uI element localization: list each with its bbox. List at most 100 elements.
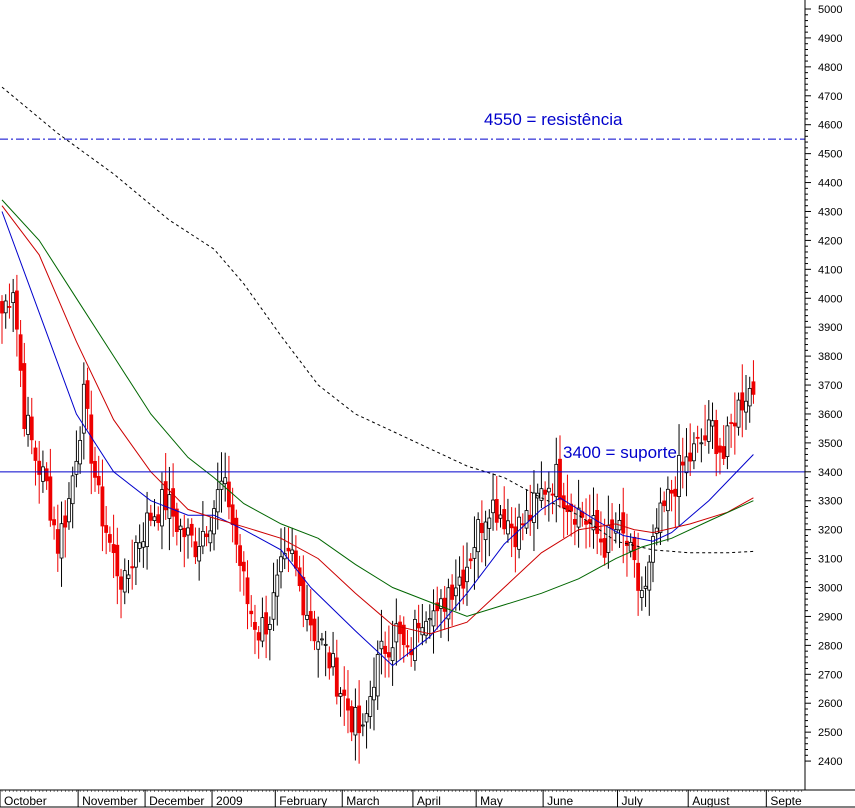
x-month-label: July <box>622 794 643 808</box>
candle <box>63 500 68 558</box>
y-tick-label: 3800 <box>818 351 842 363</box>
candle <box>96 455 101 494</box>
candle <box>468 552 473 570</box>
candle <box>401 616 406 663</box>
candle-body <box>427 618 432 621</box>
x-month-label: November <box>82 794 137 808</box>
candle <box>126 559 131 594</box>
candle-body <box>308 611 313 626</box>
candle <box>427 604 432 639</box>
y-tick-label: 4100 <box>818 264 842 276</box>
candle-body <box>606 525 611 553</box>
candle <box>200 501 205 555</box>
candle <box>509 507 514 558</box>
candle-body <box>520 523 525 526</box>
series-line-3 <box>1 86 754 554</box>
candle-body <box>208 530 213 544</box>
candle <box>189 518 194 548</box>
candle-body <box>747 388 752 407</box>
candle-body <box>346 698 350 711</box>
y-tick-label: 3600 <box>818 409 842 421</box>
candle-body <box>230 504 235 525</box>
candle-body <box>394 623 399 643</box>
candle-body <box>732 422 737 427</box>
candle-body <box>665 488 670 512</box>
y-tick-label: 4600 <box>818 120 842 132</box>
candle <box>260 597 265 648</box>
candle-body <box>0 301 4 314</box>
candle-body <box>241 561 246 572</box>
candle <box>721 425 726 466</box>
candle <box>360 713 365 737</box>
candle <box>241 551 246 596</box>
candle-body <box>602 538 607 558</box>
candle-body <box>636 562 641 591</box>
candle <box>643 566 648 607</box>
candle-body <box>710 420 715 427</box>
candle <box>178 518 183 552</box>
candle-body <box>692 443 696 462</box>
candle <box>706 400 711 454</box>
candle <box>18 319 23 387</box>
candle-body <box>647 561 652 591</box>
candle <box>602 518 607 566</box>
candle-body <box>357 705 362 734</box>
candle <box>718 437 722 475</box>
candle <box>338 687 343 717</box>
candle <box>78 426 83 474</box>
candle <box>308 589 313 642</box>
candle-body <box>424 620 428 636</box>
candle <box>461 545 466 605</box>
candle-body <box>654 527 659 534</box>
candle-body <box>677 455 681 497</box>
candle-body <box>699 442 704 445</box>
candle <box>93 446 97 492</box>
candle <box>286 527 291 573</box>
candle <box>576 479 581 548</box>
candle <box>506 498 510 543</box>
y-tick-label: 3300 <box>818 496 842 508</box>
candle <box>349 700 354 742</box>
candle <box>394 598 399 666</box>
candle <box>472 516 477 590</box>
candle <box>383 631 388 678</box>
candle <box>729 413 734 448</box>
candle <box>186 518 190 559</box>
candle-body <box>718 445 722 453</box>
candle-body <box>37 460 42 475</box>
candle-body <box>148 512 153 521</box>
candle <box>331 631 335 676</box>
y-tick-label: 3400 <box>818 467 842 479</box>
candle <box>238 534 242 592</box>
candle <box>647 555 652 616</box>
candle-body <box>44 468 49 482</box>
candle <box>275 559 280 626</box>
candle-body <box>736 399 741 428</box>
candle <box>0 295 4 344</box>
candle <box>111 514 116 579</box>
candle-body <box>18 334 23 371</box>
candle <box>323 630 328 677</box>
candle-body <box>301 576 306 616</box>
candle-body <box>197 546 202 562</box>
candle-body <box>532 492 536 523</box>
candle <box>267 616 272 661</box>
candle-body <box>706 419 711 442</box>
candle-body <box>14 290 19 330</box>
candle <box>487 509 492 557</box>
candle-body <box>658 502 663 533</box>
candle-body <box>234 517 239 545</box>
candle-body <box>416 622 421 629</box>
candle-body <box>572 519 577 525</box>
candle-body <box>729 422 734 424</box>
candle-body <box>33 447 38 461</box>
candle <box>29 397 34 455</box>
candle-body <box>420 627 425 636</box>
candle <box>599 511 603 556</box>
y-tick-label: 2700 <box>818 669 842 681</box>
candle-body <box>487 517 492 529</box>
candle <box>253 604 257 655</box>
candle <box>550 483 555 515</box>
candle <box>546 471 551 522</box>
candle-body <box>93 460 97 478</box>
